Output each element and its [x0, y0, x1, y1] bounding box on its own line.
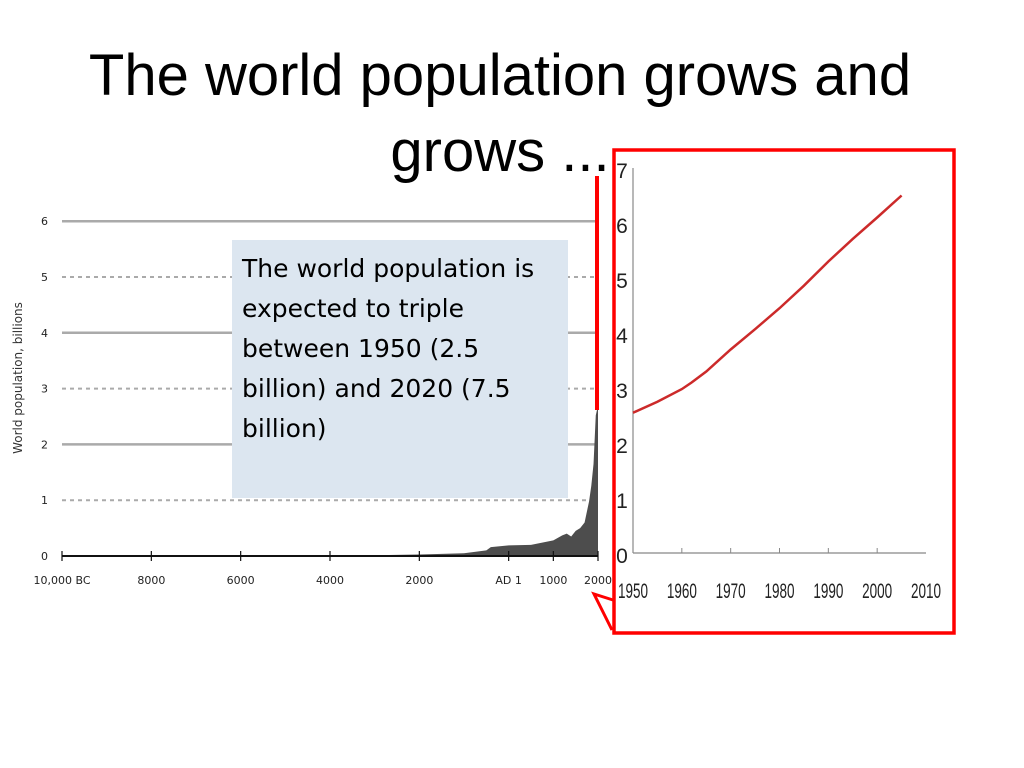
title-line-2: grows ... [390, 119, 610, 184]
x-tick-label: 8000 [137, 574, 165, 587]
y-tick-label: 3 [616, 380, 628, 403]
x-tick-label: 2000 [862, 580, 892, 603]
callout-textbox: The world population is expected to trip… [232, 240, 568, 498]
y-tick-label: 2 [41, 438, 48, 451]
x-tick-label: 1970 [716, 580, 746, 603]
y-tick-label: 0 [41, 550, 48, 563]
y-tick-label: 3 [41, 383, 48, 396]
y-tick-label: 0 [616, 545, 628, 568]
x-tick-label: 1950 [618, 580, 648, 603]
x-tick-label: 2000 [405, 574, 433, 587]
y-tick-label: 1 [616, 490, 628, 513]
x-tick-label: 2010 [911, 580, 941, 603]
x-tick-label: 1000 [539, 574, 567, 587]
y-tick-label: 5 [616, 270, 628, 293]
x-tick-label: 10,000 BC [33, 574, 90, 587]
x-tick-label: AD 1 [495, 574, 522, 587]
x-tick-label: 2000 [584, 574, 612, 587]
x-tick-label: 1960 [667, 580, 697, 603]
x-tick-label: 6000 [227, 574, 255, 587]
y-tick-label: 2 [616, 435, 628, 458]
y-tick-label: 4 [616, 325, 628, 348]
y-tick-label: 6 [41, 215, 48, 228]
x-tick-label: 1980 [765, 580, 795, 603]
y-tick-label: 4 [41, 327, 48, 340]
population-line [632, 194, 903, 414]
y-axis-label: World population, billions [11, 302, 25, 454]
title-line-1: The world population grows and [88, 43, 912, 108]
y-tick-label: 6 [616, 215, 628, 238]
slide-title: The world population grows and grows ... [0, 38, 1000, 190]
y-tick-label: 1 [41, 494, 48, 507]
x-tick-label: 1990 [813, 580, 843, 603]
y-tick-label: 5 [41, 271, 48, 284]
connector-mark [591, 591, 614, 631]
x-tick-label: 4000 [316, 574, 344, 587]
y-tick-label: 7 [616, 160, 628, 183]
zoom-highlight-frame [612, 148, 956, 635]
